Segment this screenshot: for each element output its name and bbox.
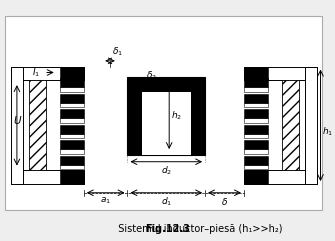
Bar [244, 170, 317, 184]
Bar [244, 156, 268, 165]
Bar [244, 141, 268, 149]
Text: $d_2$: $d_2$ [161, 165, 172, 177]
Text: $d_1$: $d_1$ [161, 196, 172, 208]
Text: $\delta_2$: $\delta_2$ [146, 70, 157, 82]
Text: $a_1$: $a_1$ [100, 196, 111, 206]
Bar [60, 109, 84, 118]
Bar [60, 170, 84, 184]
Bar [244, 67, 268, 80]
Bar [60, 165, 84, 169]
Bar [244, 94, 268, 103]
Bar [60, 118, 84, 123]
Bar [244, 78, 268, 87]
Text: Sistemul inductor–piesă (h₁>>h₂): Sistemul inductor–piesă (h₁>>h₂) [113, 224, 283, 234]
Text: $\delta_1$: $\delta_1$ [112, 46, 123, 58]
Text: $h_2$: $h_2$ [171, 110, 182, 122]
Text: $I_1$: $I_1$ [32, 66, 41, 79]
Bar [11, 170, 84, 184]
Text: Fig.12.3: Fig.12.3 [145, 224, 190, 234]
Bar [244, 125, 268, 134]
Bar [305, 67, 317, 184]
Text: $\delta$: $\delta$ [221, 196, 228, 207]
Bar [244, 134, 268, 138]
Bar [60, 149, 84, 154]
Text: $h_1$: $h_1$ [323, 126, 334, 138]
Bar [244, 109, 268, 118]
Bar [244, 67, 317, 80]
Bar [244, 165, 268, 169]
Bar [60, 134, 84, 138]
Bar [11, 67, 23, 184]
Bar [60, 141, 84, 149]
Bar [244, 87, 268, 92]
Bar [5, 16, 323, 210]
Bar [28, 80, 46, 170]
Bar [60, 87, 84, 92]
Bar [60, 125, 84, 134]
Bar [60, 67, 84, 80]
Bar [142, 92, 191, 155]
Bar [11, 67, 84, 80]
Bar [60, 156, 84, 165]
Bar [244, 170, 268, 184]
Bar [60, 78, 84, 87]
Bar [244, 118, 268, 123]
Bar [244, 149, 268, 154]
Bar [244, 103, 268, 107]
Bar [282, 80, 299, 170]
Text: U: U [13, 116, 21, 126]
Bar [60, 103, 84, 107]
Bar [128, 77, 205, 155]
Bar [60, 94, 84, 103]
